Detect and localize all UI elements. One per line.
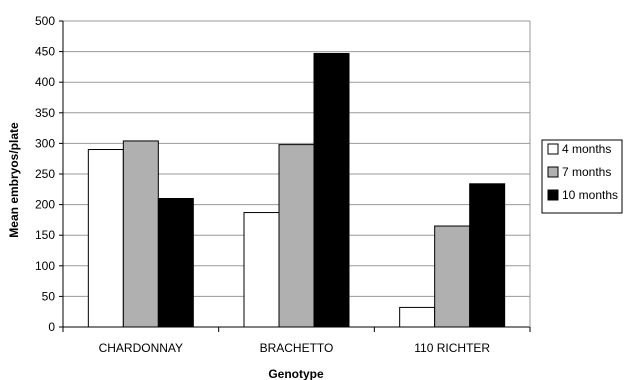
x-tick-label: CHARDONNAY (99, 341, 183, 355)
x-axis-title: Genotype (268, 367, 324, 380)
y-tick-label: 400 (35, 75, 55, 89)
bar (434, 225, 471, 328)
bar (243, 212, 280, 328)
y-tick-label: 350 (35, 106, 55, 120)
x-tick-label: 110 RICHTER (414, 341, 490, 355)
legend: 4 months 7 months 10 months (541, 139, 623, 214)
bar (122, 140, 159, 328)
legend-swatch (547, 143, 559, 155)
bars (87, 52, 506, 328)
y-tick-label: 200 (35, 198, 55, 212)
legend-label: 10 months (562, 188, 618, 202)
bar (157, 197, 194, 328)
y-tick-label: 100 (35, 259, 55, 273)
y-tick-label: 450 (35, 45, 55, 59)
y-axis-title: Mean embryos/plate (7, 122, 21, 238)
bar (313, 52, 350, 328)
bar (469, 183, 506, 328)
y-tick-label: 500 (35, 14, 55, 28)
y-tick-label: 300 (35, 136, 55, 150)
legend-label: 4 months (562, 142, 611, 156)
bar (87, 149, 124, 328)
legend-label: 7 months (562, 165, 611, 179)
axes (59, 20, 531, 332)
x-tick-labels: CHARDONNAY BRACHETTO 110 RICHTER (99, 341, 491, 355)
y-tick-label: 0 (48, 320, 55, 334)
bar (399, 306, 436, 328)
y-tick-label: 250 (35, 167, 55, 181)
y-tick-labels: 0 50 100 150 200 250 300 350 400 450 500 (35, 14, 55, 334)
y-tick-label: 150 (35, 228, 55, 242)
y-tick-label: 50 (42, 289, 56, 303)
legend-swatch (547, 189, 559, 201)
x-tick-label: BRACHETTO (260, 341, 334, 355)
legend-swatch (547, 166, 559, 178)
bar (278, 144, 315, 328)
